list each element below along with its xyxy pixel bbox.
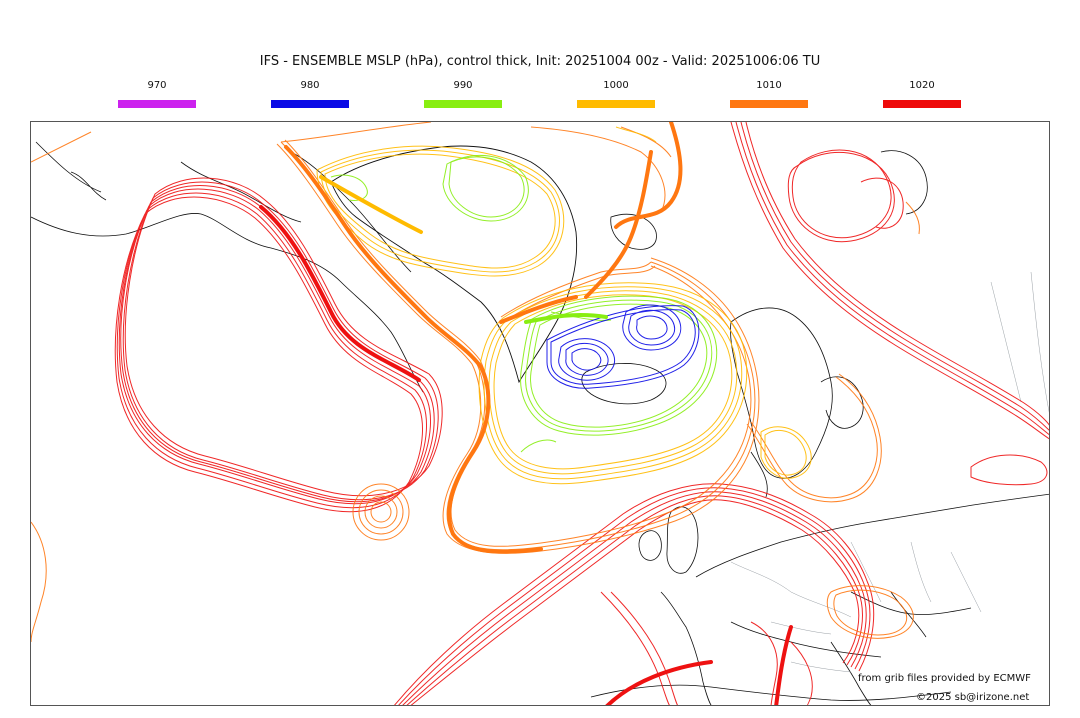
legend-swatch [118,100,196,108]
legend-item-970: 970 [118,80,196,108]
legend-label: 990 [453,80,473,91]
legend-label: 980 [300,80,320,91]
legend-label: 1020 [909,80,935,91]
legend-swatch [271,100,349,108]
isobars-980 [546,304,700,389]
isobars-1000 [316,126,812,485]
legend-swatch [424,100,502,108]
isobars-1010 [31,122,920,643]
copyright-credit: ©2025 sb@irizone.net [916,692,1030,703]
source-credit: from grib files provided by ECMWF [858,673,1031,684]
control-contours [259,122,793,705]
coastlines [31,141,1049,705]
legend-label: 1000 [603,80,629,91]
legend-label: 970 [147,80,167,91]
country-borders [730,271,1049,673]
isobars-990 [330,154,718,453]
legend-item-1000: 1000 [577,80,655,108]
legend-swatch [730,100,808,108]
legend-swatch [577,100,655,108]
isobar-map [31,122,1049,705]
legend-item-1020: 1020 [883,80,961,108]
legend-item-980: 980 [271,80,349,108]
map-panel: from grib files provided by ECMWF ©2025 … [30,121,1050,706]
isobars-1020 [114,122,1049,705]
legend-label: 1010 [756,80,782,91]
legend-swatch [883,100,961,108]
legend-item-990: 990 [424,80,502,108]
map-title: IFS - ENSEMBLE MSLP (hPa), control thick… [259,54,821,69]
legend-item-1010: 1010 [730,80,808,108]
